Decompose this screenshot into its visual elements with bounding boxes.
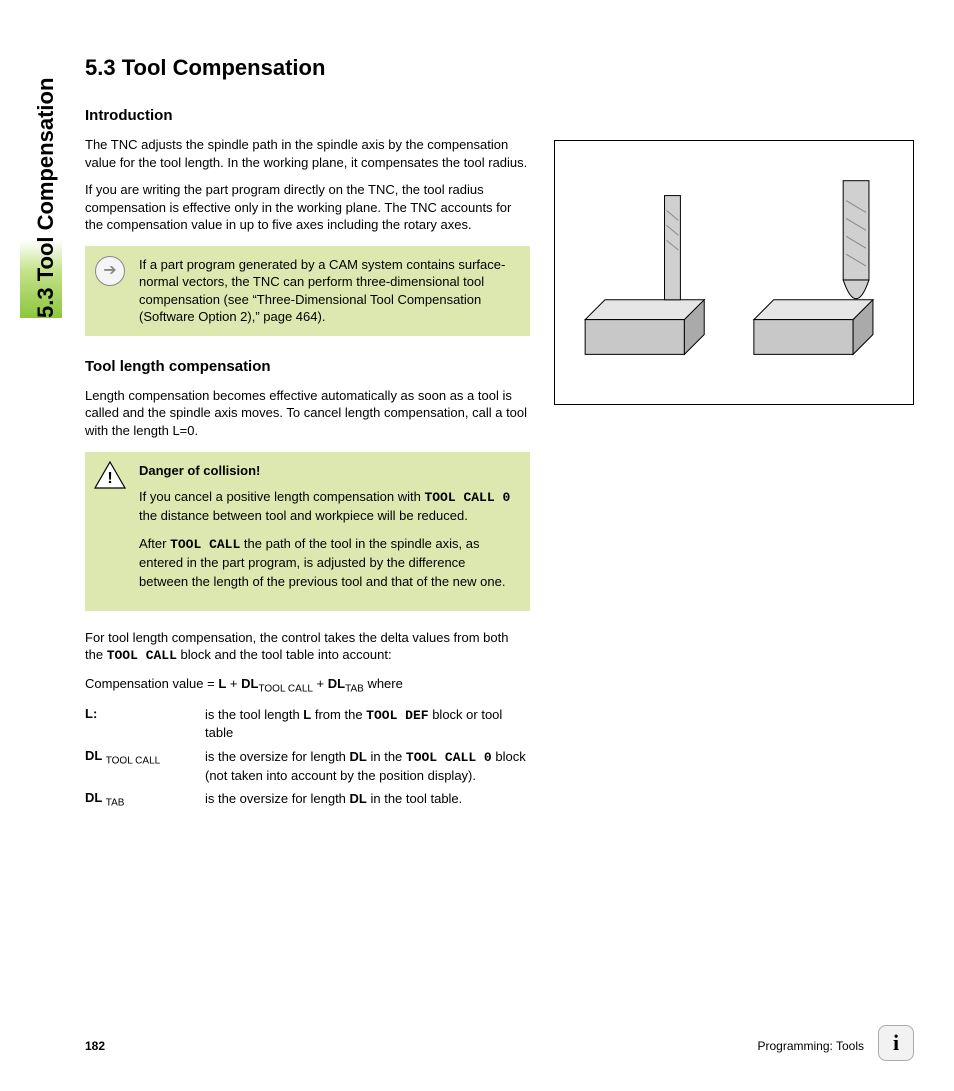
tool-compensation-figure <box>554 140 914 405</box>
toollen-p1: Length compensation becomes effective au… <box>85 387 530 440</box>
def-row: DL TOOL CALL is the oversize for length … <box>85 748 530 784</box>
intro-p2: If you are writing the part program dire… <box>85 181 530 234</box>
def-term-L: L: <box>85 706 205 742</box>
def-desc: is the oversize for length DL in the TOO… <box>205 748 530 784</box>
def-row: L: is the tool length L from the TOOL DE… <box>85 706 530 742</box>
arrow-right-icon: ➔ <box>95 256 125 286</box>
def-row: DL TAB is the oversize for length DL in … <box>85 790 530 809</box>
after-p1: For tool length compensation, the contro… <box>85 629 530 665</box>
note-text: If a part program generated by a CAM sys… <box>139 257 505 325</box>
side-tab: 5.3 Tool Compensation <box>32 38 60 318</box>
warning-title: Danger of collision! <box>139 462 518 480</box>
info-icon: i <box>878 1025 914 1061</box>
warning-box: ! Danger of collision! If you cancel a p… <box>85 452 530 611</box>
def-desc: is the oversize for length DL in the too… <box>205 790 530 809</box>
warning-icon: ! <box>93 460 127 490</box>
definitions-table: L: is the tool length L from the TOOL DE… <box>85 706 530 809</box>
def-desc: is the tool length L from the TOOL DEF b… <box>205 706 530 742</box>
page-footer: 182 Programming: Tools <box>85 1039 914 1053</box>
footer-section: Programming: Tools <box>758 1039 865 1053</box>
note-box: ➔ If a part program generated by a CAM s… <box>85 246 530 336</box>
main-content: 5.3 Tool Compensation Introduction The T… <box>85 55 530 809</box>
warning-p1: If you cancel a positive length compensa… <box>139 488 518 525</box>
page-number: 182 <box>85 1039 105 1053</box>
def-term-DL-tab: DL TAB <box>85 790 205 809</box>
svg-text:!: ! <box>107 470 112 487</box>
toollen-heading: Tool length compensation <box>85 358 530 375</box>
formula: Compensation value = L + DLTOOL CALL + D… <box>85 675 530 696</box>
def-term-DL-toolcall: DL TOOL CALL <box>85 748 205 784</box>
intro-heading: Introduction <box>85 107 530 124</box>
intro-p1: The TNC adjusts the spindle path in the … <box>85 136 530 171</box>
page-title: 5.3 Tool Compensation <box>85 55 530 81</box>
warning-p2: After TOOL CALL the path of the tool in … <box>139 535 518 591</box>
